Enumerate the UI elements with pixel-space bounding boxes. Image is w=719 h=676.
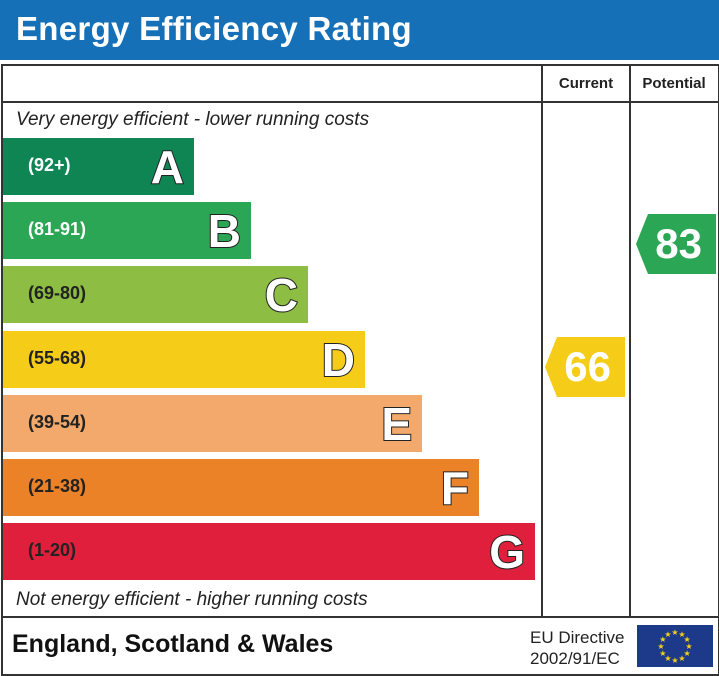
- top-note: Very energy efficient - lower running co…: [16, 109, 370, 130]
- star-icon: ★: [657, 642, 664, 651]
- band-range: (1-20): [28, 540, 77, 560]
- star-icon: ★: [671, 628, 678, 637]
- region-label: England, Scotland & Wales: [12, 630, 334, 658]
- eu-flag-icon: ★★★★★★★★★ ★ ★★: [637, 625, 713, 667]
- band-f: (21-38) F: [3, 459, 479, 516]
- band-b: (81-91) B: [3, 202, 251, 259]
- star-icon: ★: [685, 642, 692, 651]
- star-icon: ★: [659, 649, 666, 658]
- band-letter: F: [440, 461, 470, 515]
- band-d: (55-68) D: [3, 331, 365, 388]
- band-a: (92+) A: [3, 138, 194, 195]
- star-icon: ★: [684, 635, 691, 644]
- star-icon: ★: [678, 630, 685, 639]
- divider: [541, 64, 543, 617]
- band-letter: B: [207, 204, 242, 258]
- column-header-current: Current: [558, 75, 614, 92]
- band-range: (39-54): [28, 412, 87, 432]
- band-range: (69-80): [28, 283, 87, 303]
- band-range: (21-38): [28, 476, 87, 496]
- column-header-potential: Potential: [642, 75, 706, 92]
- band-letter: D: [321, 333, 356, 387]
- potential-rating-value: 83: [655, 220, 702, 267]
- band-range: (81-91): [28, 219, 87, 239]
- band-range: (92+): [28, 155, 71, 175]
- bottom-note: Not energy efficient - higher running co…: [16, 589, 368, 610]
- directive-line2: 2002/91/EC: [530, 649, 620, 668]
- star-icon: ★: [678, 654, 685, 663]
- band-range: (55-68): [28, 348, 87, 368]
- directive-line1: EU Directive: [530, 628, 625, 647]
- divider: [629, 64, 631, 617]
- band-letter: A: [150, 140, 185, 194]
- eu-directive: EU Directive 2002/91/EC: [530, 627, 624, 669]
- star-icon: ★: [684, 649, 691, 658]
- star-icon: ★: [659, 635, 666, 644]
- band-letter: E: [380, 397, 413, 451]
- band-letter: C: [264, 268, 299, 322]
- current-rating-arrow: 66: [545, 337, 625, 397]
- divider: [1, 616, 718, 618]
- star-icon: ★: [671, 656, 678, 665]
- header: Energy Efficiency Rating: [0, 0, 719, 60]
- potential-rating-arrow: 83: [636, 214, 716, 274]
- band-letter: G: [488, 525, 526, 579]
- star-icon: ★: [664, 654, 671, 663]
- band-g: (1-20) G: [3, 523, 535, 580]
- divider: [1, 101, 718, 103]
- band-c: (69-80) C: [3, 266, 308, 323]
- page-title: Energy Efficiency Rating: [16, 10, 412, 47]
- band-e: (39-54) E: [3, 395, 422, 452]
- current-rating-value: 66: [564, 343, 611, 390]
- star-icon: ★: [664, 630, 671, 639]
